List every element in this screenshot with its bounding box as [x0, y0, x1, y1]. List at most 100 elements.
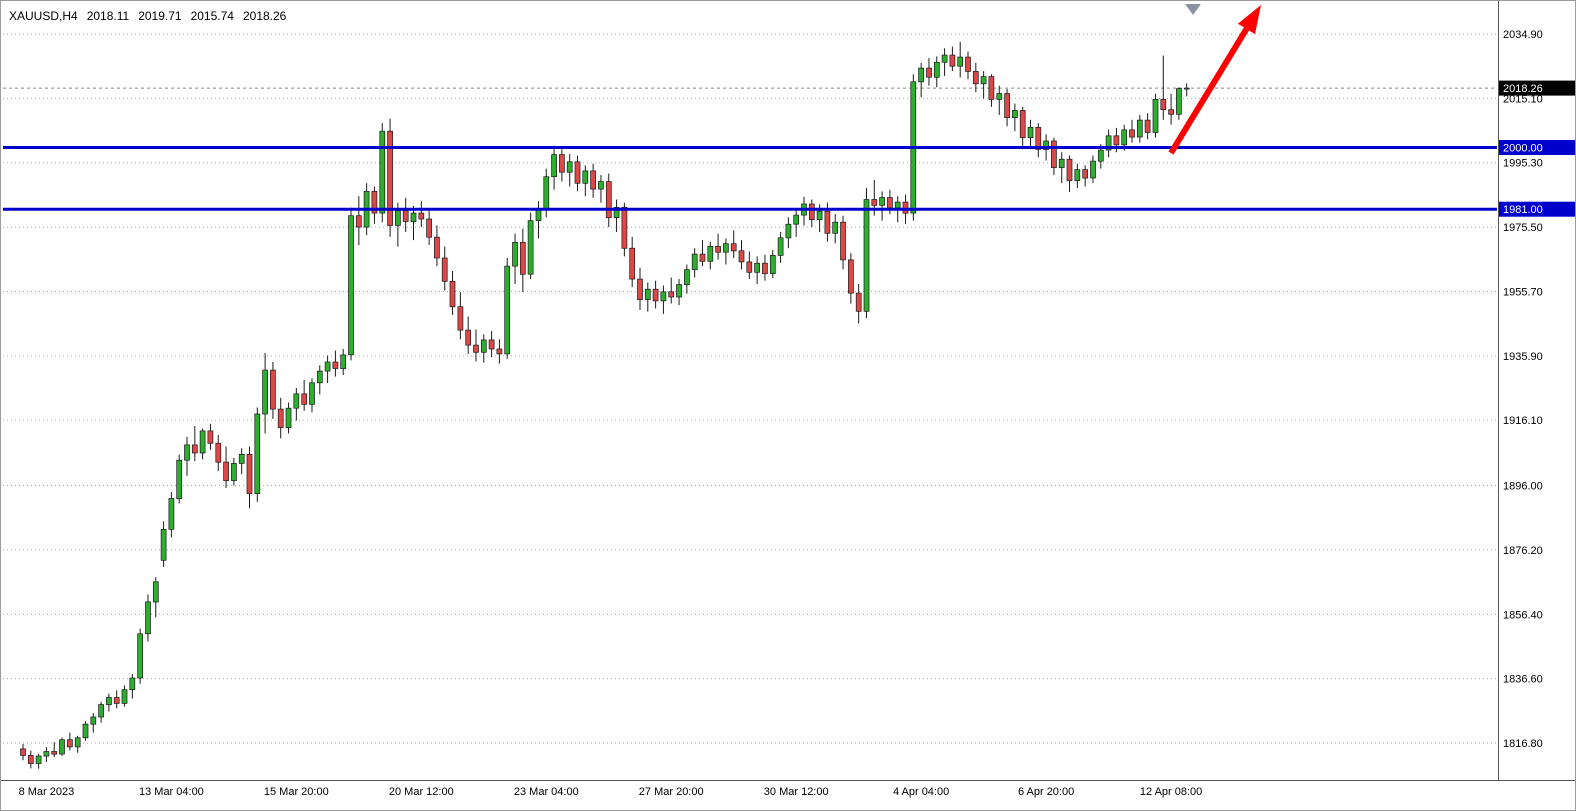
candle-up — [644, 288, 651, 300]
time-axis-label: 13 Mar 04:00 — [139, 786, 204, 798]
candle-down — [371, 190, 378, 214]
candle-up — [199, 430, 206, 454]
candle-down — [949, 54, 956, 67]
triangle-marker-icon[interactable] — [1185, 4, 1201, 15]
candle-up — [231, 463, 237, 481]
candle-up — [168, 498, 175, 530]
candle-up — [254, 413, 261, 494]
candle-down — [972, 71, 979, 85]
candle-up — [238, 453, 245, 464]
candle-up — [262, 369, 268, 415]
candle-down — [855, 292, 862, 312]
candle-up — [1090, 160, 1096, 179]
candle-down — [699, 253, 706, 262]
candle-down — [590, 170, 596, 190]
candle-up — [82, 723, 89, 739]
candle-down — [668, 291, 675, 298]
candle-down — [559, 154, 565, 173]
candle-up — [723, 243, 729, 253]
candle-up — [660, 291, 667, 302]
price-axis-label: 1975.50 — [1503, 222, 1543, 234]
price-axis-label: 1935.90 — [1503, 351, 1543, 363]
candle-up — [145, 601, 151, 635]
candle-down — [926, 67, 932, 78]
candle-down — [457, 306, 464, 331]
candle-up — [691, 253, 698, 271]
candle-down — [223, 461, 229, 481]
candle-down — [652, 288, 659, 302]
level-price-badge-bg — [1499, 140, 1575, 155]
candle-down — [441, 257, 448, 282]
candle-down — [301, 393, 308, 405]
candle-up — [160, 529, 167, 561]
candle-up — [1074, 169, 1081, 182]
candle-down — [637, 278, 643, 300]
candle-down — [215, 442, 222, 463]
candle-down — [387, 130, 393, 226]
candle-up — [785, 223, 792, 239]
candle-up — [90, 716, 97, 725]
candle-up — [551, 154, 557, 178]
candle-up — [598, 181, 604, 190]
current-price-badge-bg — [1499, 80, 1575, 96]
candle-up — [1136, 119, 1143, 138]
candle-up — [543, 176, 550, 211]
candle-down — [1144, 119, 1151, 133]
bar-close-value: 2018.26 — [242, 9, 287, 23]
candle-up — [777, 237, 784, 256]
trend-arrow-head[interactable] — [1237, 5, 1261, 35]
price-axis-label: 1955.70 — [1503, 287, 1543, 299]
level-price-badge-bg — [1499, 201, 1575, 217]
candle-up — [316, 370, 323, 384]
time-axis-label: 27 Mar 20:00 — [639, 786, 704, 798]
candle-up — [816, 210, 823, 221]
candle-up — [535, 209, 542, 221]
candle-down — [824, 210, 831, 234]
candle-down — [605, 181, 612, 219]
candle-up — [379, 130, 386, 214]
candle-down — [1004, 93, 1010, 118]
candle-up — [121, 689, 128, 704]
candle-down — [67, 739, 73, 748]
candle-up — [35, 755, 42, 764]
candle-down — [1035, 126, 1042, 150]
candle-down — [629, 247, 636, 280]
time-axis-label: 12 Apr 08:00 — [1140, 786, 1202, 798]
candle-down — [574, 161, 581, 184]
candle-up — [918, 67, 924, 83]
candle-down — [488, 339, 495, 350]
price-axis-label: 1916.10 — [1503, 415, 1543, 427]
candle-up — [684, 269, 690, 286]
time-axis-label: 30 Mar 12:00 — [764, 786, 829, 798]
time-axis-label: 20 Mar 12:00 — [389, 786, 454, 798]
trend-arrow[interactable] — [1168, 27, 1250, 155]
candle-up — [1121, 129, 1128, 146]
candle-up — [1043, 140, 1049, 150]
candle-down — [621, 206, 628, 249]
candle-down — [1051, 140, 1057, 169]
candle-up — [676, 284, 682, 298]
candle-up — [1183, 87, 1190, 90]
candle-up — [793, 214, 800, 225]
candle-up — [324, 361, 331, 372]
price-axis-label: 2034.90 — [1503, 29, 1543, 41]
candle-down — [355, 215, 362, 228]
time-axis-label: 8 Mar 2023 — [19, 786, 75, 798]
price-axis-label: 1896.00 — [1503, 481, 1543, 493]
candle-down — [840, 221, 846, 261]
candle-down — [270, 369, 276, 410]
candle-up — [1097, 149, 1104, 162]
price-axis-label: 1856.40 — [1503, 609, 1543, 621]
candle-down — [808, 203, 815, 220]
candle-down — [762, 262, 768, 274]
candle-up — [340, 354, 347, 369]
candle-down — [402, 210, 409, 222]
candle-up — [309, 382, 315, 405]
candle-down — [965, 56, 971, 72]
candle-up — [59, 739, 65, 755]
time-axis-label: 4 Apr 04:00 — [893, 786, 949, 798]
candle-down — [848, 259, 854, 294]
candle-down — [434, 236, 440, 259]
